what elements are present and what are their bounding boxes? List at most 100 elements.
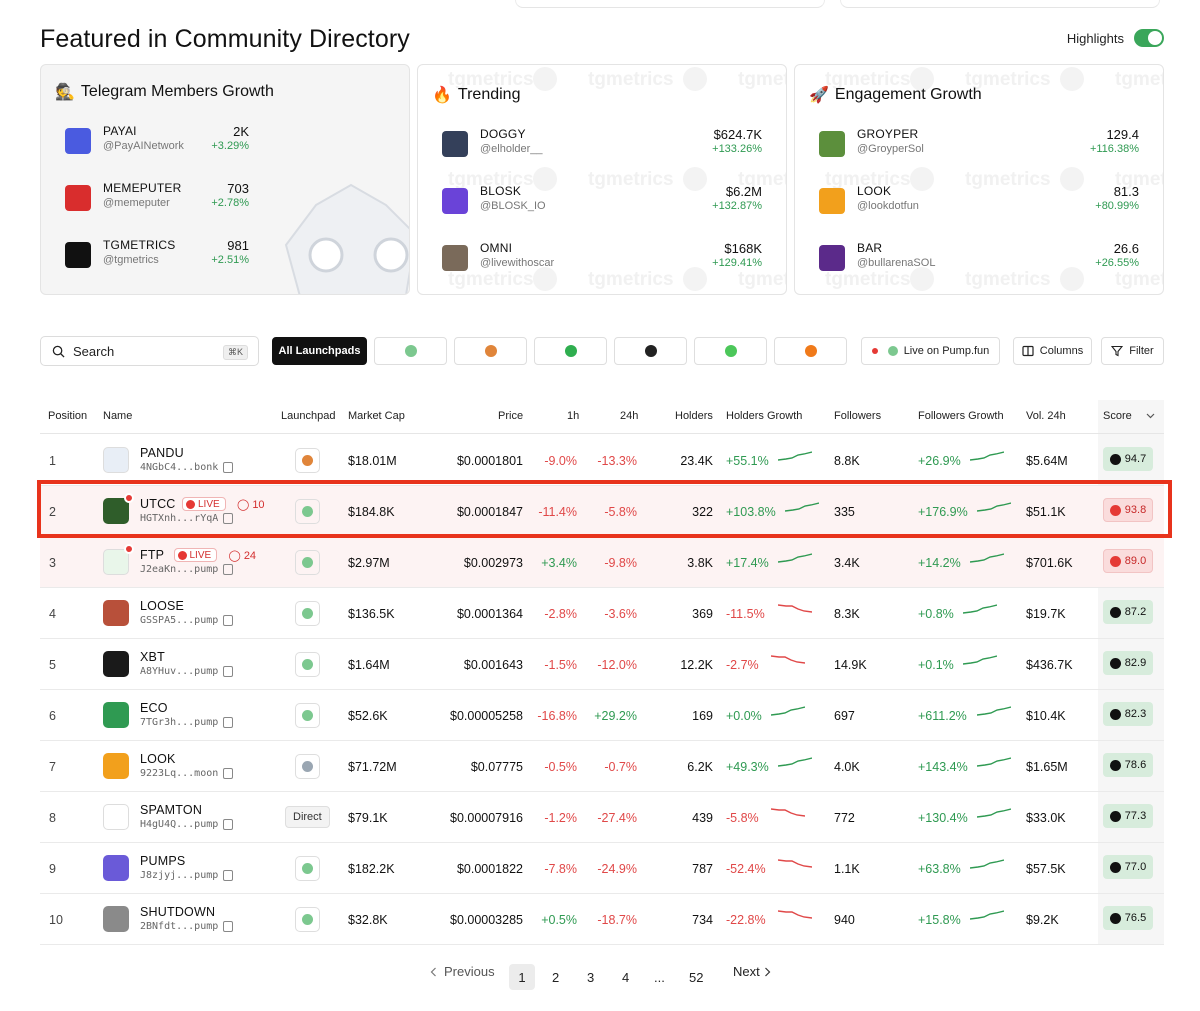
holders-growth: -22.8%	[726, 913, 766, 927]
table-row[interactable]: 9 PUMPS J8zjyj...pump $182.2K $0.0001822 -7.8…	[40, 843, 1164, 894]
table-row[interactable]: 7 LOOK 9223Lq...moon $71.72M $0.07775 -0.5% -0…	[40, 741, 1164, 792]
token-name: SHUTDOWN	[140, 905, 216, 919]
followers-sparkline	[977, 806, 1012, 820]
header-name[interactable]: Name	[103, 410, 133, 422]
page-button[interactable]: 2	[552, 970, 560, 985]
token-avatar	[103, 906, 129, 932]
chevron-down-icon[interactable]	[1146, 413, 1155, 419]
copy-icon[interactable]	[222, 717, 233, 728]
copy-icon[interactable]	[222, 921, 233, 932]
header-position[interactable]: Position	[48, 410, 88, 422]
live-on-pump-button[interactable]: Live on Pump.fun	[861, 337, 1000, 365]
live-on-pump-label: Live on Pump.fun	[903, 345, 990, 357]
holders-sparkline	[777, 908, 812, 922]
header-followers-growth[interactable]: Followers Growth	[918, 410, 1004, 422]
token-address: 4NGbC4...bonk	[140, 462, 219, 473]
featured-item[interactable]: BLOSK @BLOSK_IO $6.2M +132.87%	[442, 184, 762, 224]
pump-icon	[302, 914, 313, 925]
header-24h[interactable]: 24h	[620, 410, 639, 422]
header-holders[interactable]: Holders	[675, 410, 713, 422]
row-position: 3	[49, 556, 56, 570]
next-button[interactable]: Next	[733, 964, 760, 979]
table-row[interactable]: 6 ECO 7TGr3h...pump $52.6K $0.00005258 -16.8%…	[40, 690, 1164, 741]
token-name: BAR	[857, 241, 883, 255]
copy-icon[interactable]	[222, 462, 233, 473]
previous-button[interactable]: Previous	[444, 964, 495, 979]
search-input[interactable]: Search	[73, 343, 115, 359]
header-market-cap[interactable]: Market Cap	[348, 410, 405, 422]
followers-growth: +143.4%	[918, 760, 968, 774]
pump-icon	[302, 710, 313, 721]
featured-item[interactable]: LOOK @lookdotfun 81.3 +80.99%	[819, 184, 1139, 224]
copy-icon[interactable]	[222, 564, 233, 575]
header-price[interactable]: Price	[498, 410, 524, 422]
all-launchpads-button[interactable]: All Launchpads	[272, 337, 367, 365]
holders-growth: +55.1%	[726, 454, 769, 468]
copy-icon[interactable]	[222, 870, 233, 881]
token-name: BLOSK	[480, 184, 522, 198]
page-button[interactable]: 4	[622, 970, 630, 985]
launchpad-filter-b[interactable]	[694, 337, 767, 365]
header-1h[interactable]: 1h	[567, 410, 580, 422]
table-row[interactable]: 3 FTP J2eaKn...pump LIVE ◯ 24 $2.97M $0.002973 +…	[40, 537, 1164, 588]
featured-item[interactable]: TGMETRICS @tgmetrics 981 +2.51%	[65, 238, 385, 278]
followers-growth: +0.1%	[918, 658, 954, 672]
header-score[interactable]: Score	[1103, 410, 1132, 422]
copy-icon[interactable]	[222, 768, 233, 779]
page-button[interactable]: 1	[509, 964, 535, 990]
featured-item[interactable]: OMNI @livewithoscar $168K +129.41%	[442, 241, 762, 281]
page-button[interactable]: 52	[689, 970, 704, 985]
token-name: LOOK	[140, 752, 176, 766]
header-launchpad[interactable]: Launchpad	[281, 410, 336, 422]
score-value: 89.0	[1124, 555, 1147, 567]
copy-icon[interactable]	[222, 513, 233, 524]
bonk-icon	[302, 455, 313, 466]
search-box[interactable]: Search ⌘K	[40, 336, 259, 366]
featured-item[interactable]: MEMEPUTER @memeputer 703 +2.78%	[65, 181, 385, 221]
launchpad-filter-orbit[interactable]	[614, 337, 687, 365]
launchpad-filter-pac[interactable]	[774, 337, 847, 365]
chevron-left-icon	[430, 965, 437, 980]
change-1h: +3.4%	[541, 556, 577, 570]
columns-icon	[1022, 345, 1034, 357]
table-row[interactable]: 4 LOOSE GSSPA5...pump $136.5K $0.0001364 -2.8…	[40, 588, 1164, 639]
users-icon: ◯	[228, 550, 241, 562]
volume-24h: $19.7K	[1026, 607, 1066, 621]
copy-icon[interactable]	[222, 819, 233, 830]
token-address: HGTXnh...rYqA	[140, 513, 219, 524]
row-position: 2	[49, 505, 56, 519]
token-value: $168K	[724, 241, 762, 256]
table-row[interactable]: 5 XBT A8YHuv...pump $1.64M $0.001643 -1.5% -12…	[40, 639, 1164, 690]
table-row[interactable]: 1 PANDU 4NGbC4...bonk $18.01M $0.0001801 -9.0…	[40, 435, 1164, 486]
launchpad-filter-bonk[interactable]	[454, 337, 527, 365]
copy-icon[interactable]	[222, 615, 233, 626]
token-avatar	[442, 188, 468, 214]
featured-item[interactable]: DOGGY @elholder__ $624.7K +133.26%	[442, 127, 762, 167]
score-icon	[1109, 810, 1121, 822]
pagination: Previous 1 2 3 4... 52 Next	[0, 958, 1200, 990]
page-button[interactable]: 3	[587, 970, 595, 985]
viewer-count-value: 24	[243, 550, 257, 562]
table-row[interactable]: 2 UTCC HGTXnh...rYqA LIVE ◯ 10 $184.8K $0.00018…	[40, 486, 1164, 537]
launchpad-bonk	[295, 448, 320, 473]
header-vol-24h[interactable]: Vol. 24h	[1026, 410, 1066, 422]
holders: 169	[692, 709, 713, 723]
header-followers[interactable]: Followers	[834, 410, 882, 422]
launchpad-filter-pump[interactable]	[374, 337, 447, 365]
followers: 8.8K	[834, 454, 860, 468]
table-row[interactable]: 8 SPAMTON H4gU4Q...pump Direct $79.1K $0.0000…	[40, 792, 1164, 843]
featured-item[interactable]: BAR @bullarenaSOL 26.6 +26.55%	[819, 241, 1139, 281]
score-icon	[1109, 555, 1121, 567]
token-name: FTP	[140, 548, 165, 562]
columns-button[interactable]: Columns	[1013, 337, 1092, 365]
copy-icon[interactable]	[222, 666, 233, 677]
featured-item[interactable]: GROYPER @GroyperSol 129.4 +116.38%	[819, 127, 1139, 167]
launchpad-direct: Direct	[285, 806, 330, 828]
filter-button[interactable]: Filter	[1101, 337, 1164, 365]
table-row[interactable]: 10 SHUTDOWN 2BNfdt...pump $32.8K $0.00003285…	[40, 894, 1164, 945]
launchpad-filter-moon[interactable]	[534, 337, 607, 365]
featured-item[interactable]: PAYAI @PayAINetwork 2K +3.29%	[65, 124, 385, 164]
highlights-toggle[interactable]	[1134, 29, 1164, 47]
header-holders-growth[interactable]: Holders Growth	[726, 410, 803, 422]
price: $0.0001364	[456, 607, 523, 621]
